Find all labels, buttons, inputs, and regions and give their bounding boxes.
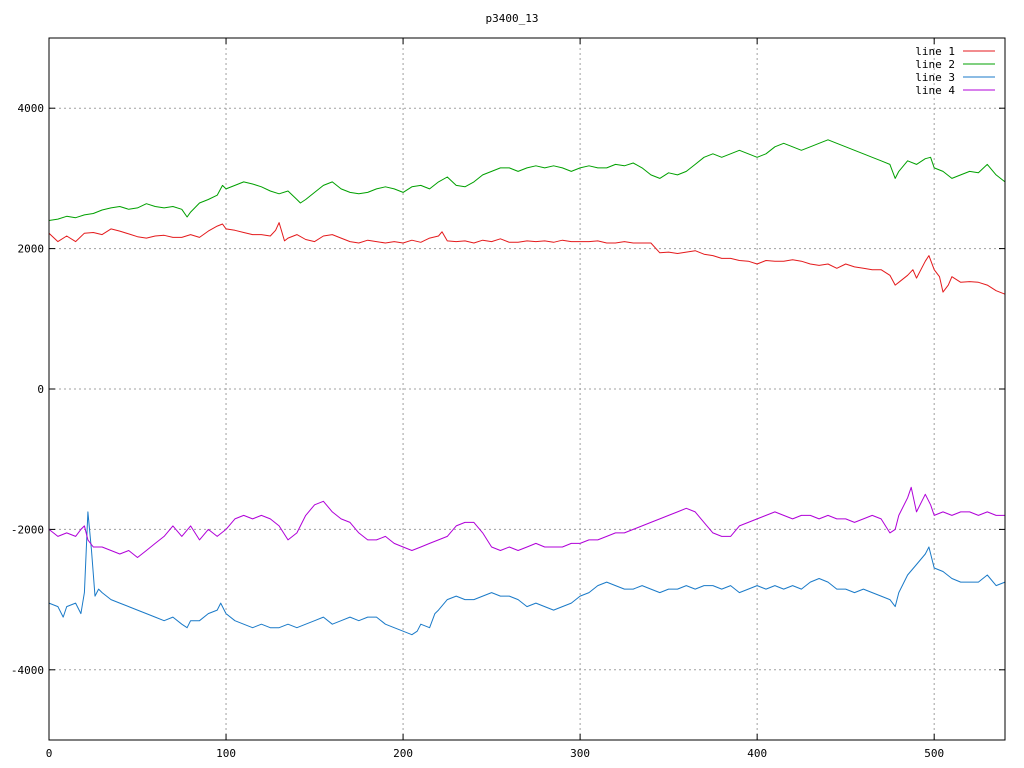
legend-label-2: line 2 [915,58,955,71]
legend-label-4: line 4 [915,84,955,97]
axis-ticks: 0 100 200 300 400 500 -4000 -2000 0 2000 4000 [11,38,1005,760]
y-tick-label: -4000 [11,664,44,677]
x-tick-label: 400 [747,747,767,760]
x-tick-label: 100 [216,747,236,760]
series-layer [48,139,1006,636]
y-tick-label: 4000 [18,102,45,115]
y-tick-label: 2000 [18,243,45,256]
chart-title: p3400_13 [486,12,539,25]
legend-label-3: line 3 [915,71,955,84]
x-tick-label: 200 [393,747,413,760]
x-tick-label: 500 [924,747,944,760]
series-line-2 [48,139,1006,221]
grid [49,38,1005,740]
series-line-3 [48,511,1006,636]
x-tick-label: 300 [570,747,590,760]
y-tick-label: 0 [37,383,44,396]
legend-label-1: line 1 [915,45,955,58]
series-line-1 [48,222,1006,295]
series-line-4 [48,486,1005,558]
y-tick-label: -2000 [11,523,44,536]
plot-frame [48,37,1006,741]
x-tick-label: 0 [46,747,53,760]
